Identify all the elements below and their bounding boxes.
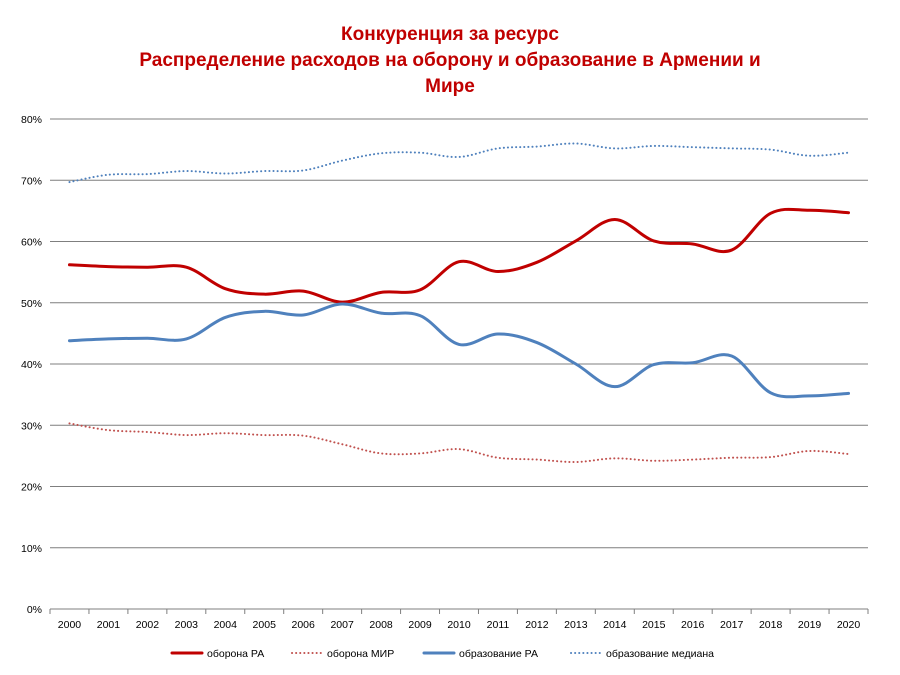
series-line-0 (67, 207, 851, 304)
x-tick-label: 2019 (798, 619, 822, 631)
x-tick-label: 2003 (175, 619, 199, 631)
y-tick-label: 50% (21, 298, 42, 310)
legend-label: оборона РА (207, 648, 264, 660)
chart-title-line-3: Мире (425, 76, 475, 97)
y-tick-label: 70% (21, 175, 42, 187)
x-tick-label: 2020 (837, 619, 861, 631)
chart-title-line-2: Распределение расходов на оборону и обра… (139, 50, 761, 71)
x-tick-label: 2006 (292, 619, 316, 631)
chart-title: Конкуренция за ресурс Распределение расх… (0, 22, 900, 100)
x-tick-label: 2010 (447, 619, 471, 631)
series-lines (67, 142, 851, 464)
y-tick-label: 60% (21, 237, 42, 249)
x-tick-label: 2000 (58, 619, 82, 631)
y-axis-ticks: 0% 10% 20% 30% 40% 50% 60% 70% 80% (21, 114, 42, 616)
x-tick-label: 2005 (253, 619, 277, 631)
x-tick-label: 2011 (487, 619, 510, 631)
legend-label: образование РА (459, 648, 538, 660)
x-tick-label: 2013 (564, 619, 588, 631)
x-tick-label: 2014 (603, 619, 627, 631)
x-tick-label: 2007 (330, 619, 354, 631)
y-tick-label: 40% (21, 359, 42, 371)
y-tick-label: 0% (27, 604, 42, 616)
x-tick-label: 2008 (369, 619, 393, 631)
x-tick-label: 2018 (759, 619, 783, 631)
series-line-1 (68, 422, 850, 464)
series-line-2 (67, 302, 851, 399)
legend: оборона РА оборона МИР образование РА образ… (170, 648, 714, 660)
series-line-3 (68, 142, 850, 184)
y-tick-label: 10% (21, 543, 42, 555)
x-tick-label: 2002 (136, 619, 160, 631)
x-tick-label: 2015 (642, 619, 666, 631)
x-tick-label: 2016 (681, 619, 705, 631)
y-tick-label: 30% (21, 420, 42, 432)
y-tick-label: 20% (21, 482, 42, 494)
x-tick-label: 2001 (97, 619, 121, 631)
x-axis: 2000 2001 2002 2003 2004 2005 2006 2007 2008 2009… (49, 609, 869, 631)
chart-title-line-1: Конкуренция за ресурс (341, 24, 559, 45)
x-tick-label: 2004 (214, 619, 238, 631)
x-tick-label: 2012 (525, 619, 549, 631)
x-tick-label: 2009 (408, 619, 432, 631)
gridlines (50, 118, 868, 610)
legend-label: оборона МИР (327, 648, 394, 660)
legend-label: образование медиана (606, 648, 714, 660)
x-tick-label: 2017 (720, 619, 744, 631)
y-tick-label: 80% (21, 114, 42, 126)
